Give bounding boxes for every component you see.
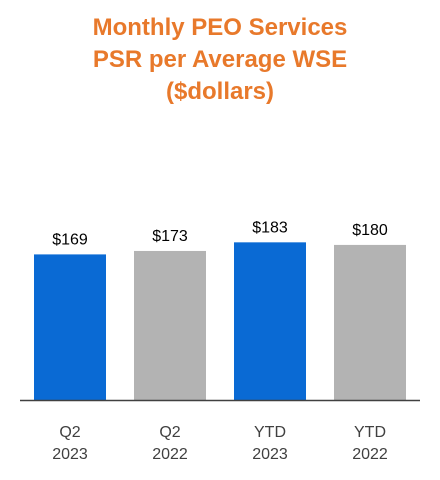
- chart-title-line-2: PSR per Average WSE: [92, 46, 348, 73]
- chart-title: Monthly PEO Services PSR per Average WSE…: [0, 12, 440, 108]
- data-label-2: $173: [152, 228, 188, 245]
- category-label-4-line-1: YTD: [354, 424, 386, 441]
- category-label-3-line-2: 2023: [252, 446, 288, 463]
- data-label-1: $169: [52, 231, 88, 248]
- category-label-4-line-2: 2022: [352, 446, 388, 463]
- category-label-2-line-1: Q2: [159, 424, 180, 441]
- data-label-4: $180: [352, 222, 388, 239]
- bar-4: [334, 244, 406, 400]
- bar-2: [134, 250, 206, 400]
- category-label-1-line-1: Q2: [59, 424, 80, 441]
- chart-title-line-1: Monthly PEO Services: [92, 14, 348, 41]
- category-label-3-line-1: YTD: [254, 424, 286, 441]
- category-label-1-line-2: 2023: [52, 446, 88, 463]
- bar-1: [34, 254, 106, 400]
- category-label-2-line-2: 2022: [152, 446, 188, 463]
- chart-title-line-3: ($dollars): [165, 78, 275, 105]
- bar-3: [234, 242, 306, 400]
- data-label-3: $183: [252, 219, 288, 236]
